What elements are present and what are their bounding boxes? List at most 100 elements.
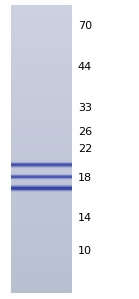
Bar (11, 192, 72, 193)
Bar (11, 285, 72, 286)
Bar (11, 275, 72, 277)
Bar (11, 222, 72, 223)
Bar (11, 30, 72, 32)
Bar (11, 95, 72, 97)
Bar (11, 249, 72, 251)
Bar (11, 210, 72, 212)
Bar (11, 124, 72, 126)
Bar (11, 181, 72, 183)
Bar (11, 224, 72, 225)
Bar (11, 280, 72, 282)
Bar (11, 5, 72, 7)
Bar (11, 232, 72, 234)
Bar (11, 24, 72, 25)
Bar (11, 246, 72, 248)
Bar (11, 48, 72, 50)
Bar (11, 92, 72, 94)
Bar (11, 255, 72, 257)
Text: 44: 44 (78, 62, 92, 72)
Bar (11, 158, 72, 160)
Bar (11, 234, 72, 236)
Bar (11, 13, 72, 15)
Bar (11, 34, 72, 36)
Bar (11, 139, 72, 141)
Bar (11, 76, 72, 78)
Bar (11, 110, 72, 111)
Bar (11, 45, 72, 47)
Bar (11, 211, 72, 213)
Bar (11, 93, 72, 95)
Bar (11, 202, 72, 203)
Bar (11, 222, 72, 224)
Bar (11, 48, 72, 49)
Bar (11, 154, 72, 155)
Bar (11, 185, 72, 187)
Bar (11, 8, 72, 10)
Bar (11, 106, 72, 107)
Bar (11, 212, 72, 213)
Bar (11, 215, 72, 216)
Bar (11, 254, 72, 256)
Bar (11, 272, 72, 274)
Bar (11, 190, 72, 192)
Bar (11, 263, 72, 264)
Bar (11, 142, 72, 144)
Bar (11, 17, 72, 19)
Bar (11, 61, 72, 62)
Bar (11, 244, 72, 245)
Bar (11, 152, 72, 153)
Bar (11, 29, 72, 31)
Bar (11, 38, 72, 39)
Bar (11, 51, 72, 53)
Bar (11, 114, 72, 115)
Bar (11, 33, 72, 35)
Bar (11, 78, 72, 80)
Bar (11, 89, 72, 90)
Bar (11, 85, 72, 86)
Bar (11, 149, 72, 150)
Bar (11, 82, 72, 83)
Bar (11, 116, 72, 118)
Bar (11, 131, 72, 132)
Bar (11, 177, 72, 178)
Bar (11, 10, 72, 12)
Bar (11, 287, 72, 288)
Bar (11, 182, 72, 184)
Bar (11, 118, 72, 120)
Bar (11, 138, 72, 139)
Bar (11, 214, 72, 216)
Bar (11, 121, 72, 123)
Bar (11, 105, 72, 106)
Bar (11, 103, 72, 105)
Bar (11, 47, 72, 48)
Bar (11, 207, 72, 209)
Bar (11, 186, 72, 188)
Bar (11, 87, 72, 88)
Bar (11, 62, 72, 63)
Bar (11, 243, 72, 244)
Bar (11, 49, 72, 51)
Bar (11, 250, 72, 252)
Bar (11, 155, 72, 157)
Bar (11, 200, 72, 201)
Bar (11, 159, 72, 161)
Bar (11, 206, 72, 208)
Bar (11, 135, 72, 136)
Bar (11, 284, 72, 285)
Text: 22: 22 (78, 144, 92, 155)
Bar (11, 127, 72, 129)
Bar (11, 108, 72, 109)
Bar (11, 90, 72, 91)
Bar (11, 57, 72, 59)
Text: 10: 10 (78, 246, 92, 256)
Bar (11, 28, 72, 29)
Bar (11, 161, 72, 163)
Bar (11, 99, 72, 101)
Bar (11, 271, 72, 273)
Bar (11, 289, 72, 291)
Bar (11, 267, 72, 268)
Bar (11, 125, 72, 126)
Bar (11, 31, 72, 33)
Bar (11, 227, 72, 229)
Bar (11, 143, 72, 145)
